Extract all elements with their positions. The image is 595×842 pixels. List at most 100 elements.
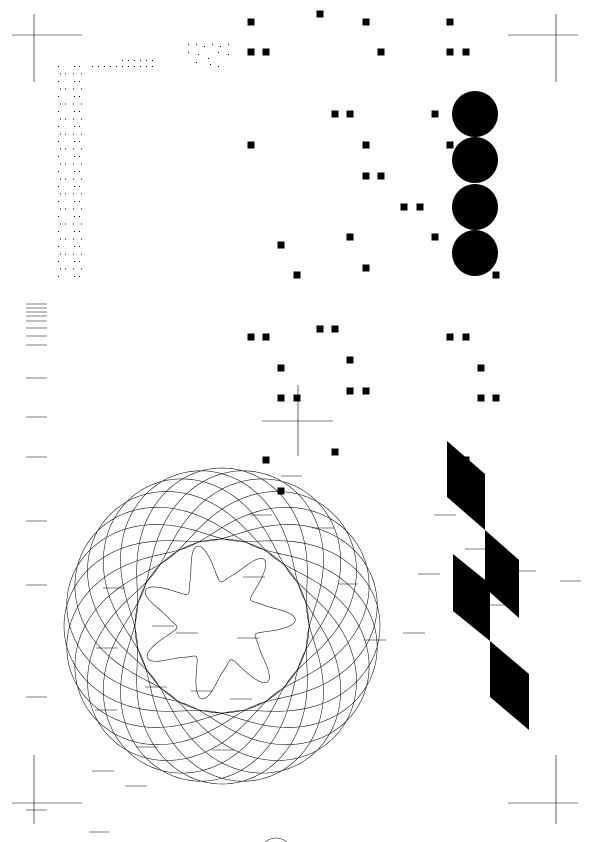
matrix-dot-72 [74,216,75,217]
matrix-dot-59 [79,186,80,187]
square-mark-7 [377,48,385,56]
matrix-dot-48 [73,163,74,165]
matrix-dot-55 [73,178,74,180]
matrix-dot-79 [74,231,75,232]
matrix-dot-58 [74,186,75,187]
matrix-dot-24 [79,111,80,112]
parallelogram-1 [447,441,485,530]
square-mark-23 [362,264,370,272]
matrix-dot-12 [65,88,66,90]
bottom-arc-fragment [264,837,288,842]
matrix-dot-18 [60,103,61,105]
dot-matrix-fragment [58,44,229,277]
matrix-dot-68 [65,208,66,210]
matrix-dot-49 [81,163,82,165]
matrix-dot-10 [79,81,80,82]
wavy-star-outline [144,545,296,700]
matrix-dot-6 [73,73,74,75]
matrix-dot-7 [81,73,82,75]
parallelogram-4 [490,641,529,730]
square-mark-5 [247,48,255,56]
matrix-dot-52 [79,171,80,172]
matrix-dot-98 [81,268,82,270]
matrix-dot-54 [65,178,66,180]
matrix-dot-53 [60,178,61,180]
matrix-dot-73 [79,216,80,217]
matrix-dot-36 [58,141,59,142]
matrix-dot-115 [146,66,147,67]
matrix-dot-74 [60,223,61,225]
matrix-dot-127 [208,58,209,59]
square-mark-35 [346,387,354,395]
matrix-dot-28 [81,118,82,120]
matrix-dot-131 [210,64,211,65]
matrix-dot-11 [60,88,61,90]
matrix-dot-69 [73,208,74,210]
matrix-dot-15 [58,96,59,97]
filled-circle-1 [452,91,498,137]
square-mark-24 [293,271,301,279]
matrix-dot-90 [73,253,74,255]
crop-mark-bottom-left [12,755,82,824]
crop-mark-top-right [508,14,578,82]
matrix-dot-26 [65,118,66,120]
matrix-dot-57 [58,186,59,187]
matrix-dot-62 [73,193,74,195]
matrix-dot-85 [58,246,59,247]
square-mark-44 [277,487,285,495]
small-rule-ticks [89,475,581,833]
matrix-dot-4 [60,73,61,75]
matrix-dot-37 [74,141,75,142]
square-mark-41 [331,448,339,456]
matrix-dot-56 [81,178,82,180]
matrix-dot-94 [79,261,80,262]
square-mark-29 [262,333,270,341]
matrix-dot-46 [60,163,61,165]
matrix-dot-99 [58,276,59,277]
matrix-dot-125 [188,52,189,53]
matrix-dot-3 [79,66,80,67]
square-mark-31 [462,333,470,341]
matrix-dot-21 [81,103,82,105]
matrix-dot-132 [218,66,219,67]
matrix-dot-38 [79,141,80,142]
matrix-dot-13 [73,88,74,90]
matrix-dot-83 [73,238,74,240]
matrix-dot-8 [58,81,59,82]
matrix-dot-60 [60,193,61,195]
filled-circle-4 [452,230,498,276]
matrix-dot-50 [58,171,59,172]
square-mark-38 [293,394,301,402]
matrix-dot-29 [58,126,59,127]
matrix-dot-89 [65,253,66,255]
square-mark-1 [316,10,324,18]
matrix-dot-23 [74,111,75,112]
matrix-dot-70 [81,208,82,210]
matrix-dot-82 [65,238,66,240]
square-mark-20 [346,233,354,241]
horizontal-rule-marks [26,303,47,811]
matrix-dot-41 [73,148,74,150]
square-mark-13 [247,141,255,149]
matrix-dot-47 [65,163,66,165]
matrix-dot-39 [60,148,61,150]
square-mark-2 [247,18,255,26]
square-mark-12 [431,110,439,118]
matrix-dot-128 [218,52,219,53]
matrix-dot-123 [220,46,221,47]
matrix-dot-107 [122,66,123,67]
matrix-dot-71 [58,216,59,217]
matrix-dot-95 [60,268,61,270]
matrix-dot-122 [212,44,213,45]
square-mark-25 [492,271,500,279]
matrix-dot-117 [152,66,153,67]
matrix-dot-51 [74,171,75,172]
matrix-dot-100 [74,276,75,277]
square-mark-18 [400,203,408,211]
matrix-dot-110 [128,60,129,61]
rosette-curve [63,467,381,785]
square-mark-3 [362,18,370,26]
matrix-dot-102 [92,66,93,67]
matrix-dot-42 [81,148,82,150]
matrix-dot-17 [79,96,80,97]
